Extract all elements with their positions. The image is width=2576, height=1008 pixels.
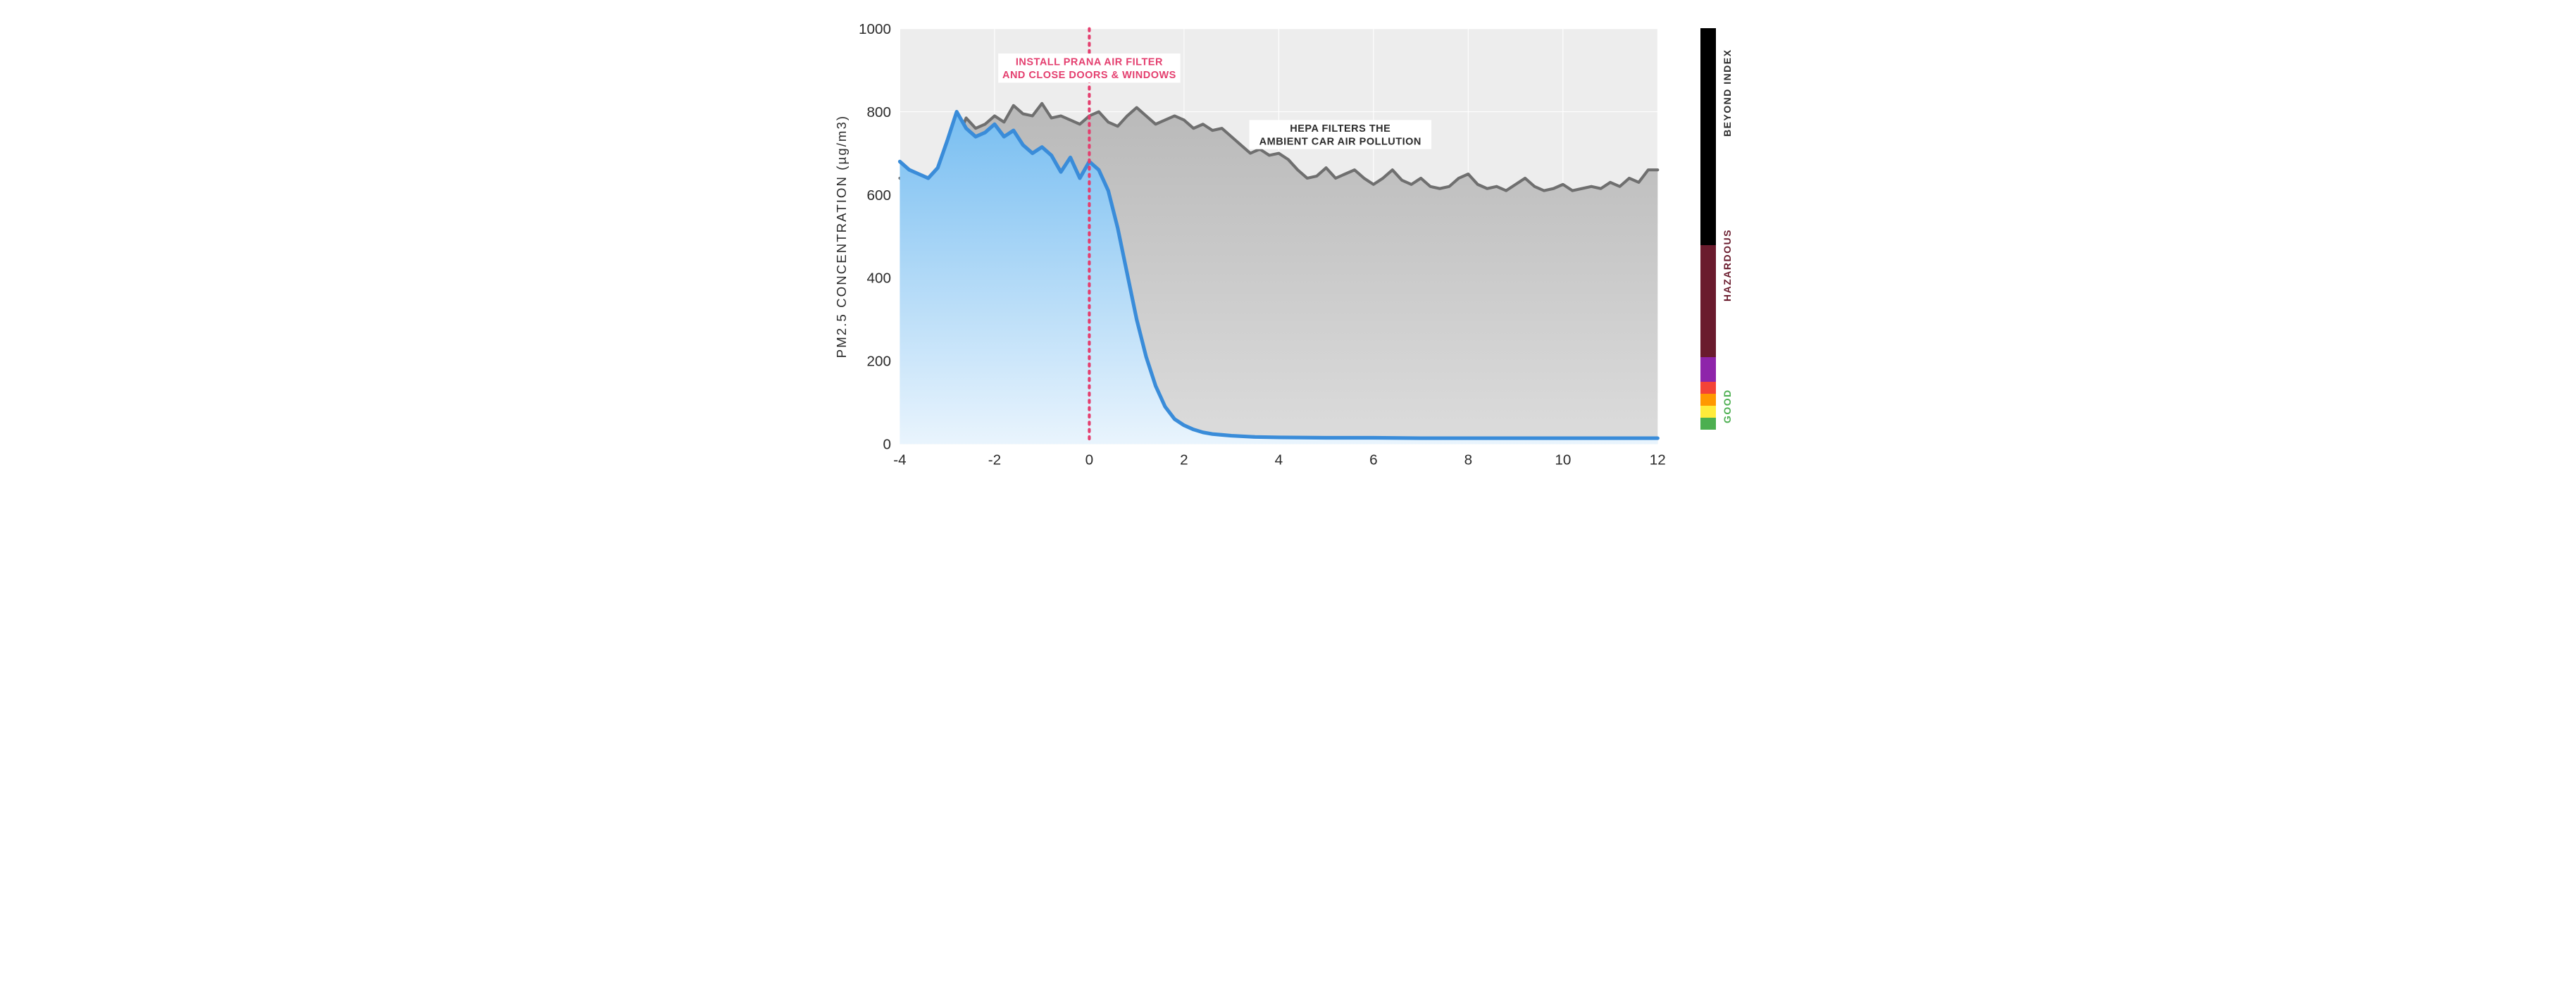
aqi-seg-beyond-index: BEYOND INDEX [1700,28,1716,245]
aqi-label-beyond-index: BEYOND INDEX [1722,49,1733,137]
svg-text:12: 12 [1649,452,1665,468]
svg-text:0: 0 [883,437,891,453]
svg-text:600: 600 [866,187,891,204]
svg-text:-2: -2 [988,452,1000,468]
aqi-seg-moderate [1700,406,1716,418]
aqi-label-good: GOOD [1722,390,1733,424]
svg-text:-4: -4 [893,452,906,468]
aqi-seg-hazardous: HAZARDOUS [1700,245,1716,358]
pm25-chart: -4 -2 0 2 4 6 8 10 12 0 200 400 600 800 1000 PM2.5 CONC… [827,14,1672,480]
svg-text:PM2.5 CONCENTRATION (µg/m3): PM2.5 CONCENTRATION (µg/m3) [833,115,848,358]
svg-text:400: 400 [866,270,891,287]
aqi-seg-usg [1700,394,1716,406]
svg-text:6: 6 [1369,452,1378,468]
svg-text:4: 4 [1274,452,1283,468]
svg-text:2: 2 [1180,452,1188,468]
aqi-seg-unhealthy [1700,382,1716,394]
figure-wrap: -4 -2 0 2 4 6 8 10 12 0 200 400 600 800 1000 PM2.5 CONC… [0,0,2576,494]
aqi-label-hazardous: HAZARDOUS [1722,229,1733,301]
aqi-seg-very-unhealthy [1700,357,1716,381]
svg-text:200: 200 [866,354,891,370]
svg-text:800: 800 [866,104,891,120]
svg-text:AND CLOSE DOORS & WINDOWS: AND CLOSE DOORS & WINDOWS [1002,70,1176,81]
aqi-seg-good: GOOD [1700,418,1716,430]
aqi-scale-bar: GOODHAZARDOUSBEYOND INDEX [1700,28,1750,430]
chart-column: -4 -2 0 2 4 6 8 10 12 0 200 400 600 800 1000 PM2.5 CONC… [827,14,1672,480]
svg-text:0: 0 [1085,452,1093,468]
svg-text:AMBIENT CAR AIR POLLUTION: AMBIENT CAR AIR POLLUTION [1259,137,1421,148]
svg-text:INSTALL PRANA AIR FILTER: INSTALL PRANA AIR FILTER [1015,57,1162,68]
svg-text:10: 10 [1555,452,1571,468]
svg-text:8: 8 [1464,452,1472,468]
svg-text:HEPA FILTERS THE: HEPA FILTERS THE [1290,123,1390,135]
svg-text:1000: 1000 [859,21,891,37]
